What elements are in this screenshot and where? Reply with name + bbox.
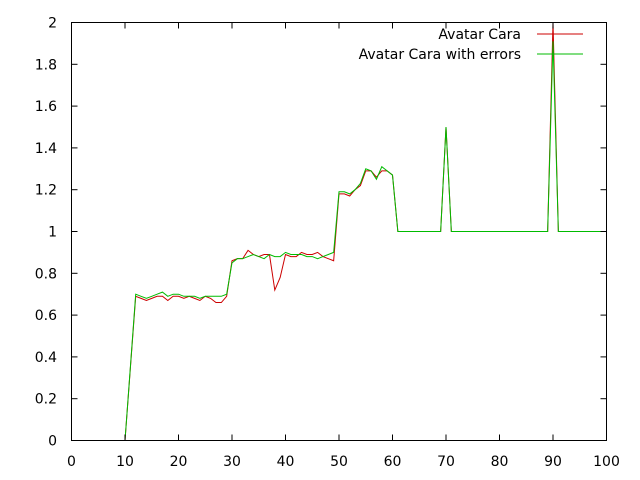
y-tick-label: 0.4 (35, 350, 57, 366)
series-layer (124, 22, 607, 441)
x-tick-label: 30 (223, 454, 241, 470)
x-tick-label: 100 (593, 454, 620, 470)
y-tick-label: 1.2 (35, 183, 57, 199)
y-tick-label: 1.8 (35, 57, 57, 73)
axis-layer: 0 10 20 30 40 50 60 70 80 90 100 0 0.2 0.4 0.6 0.8 1 1.2 1… (35, 16, 620, 471)
y-tick-label: 1.6 (35, 99, 57, 115)
x-tick-label: 20 (170, 454, 188, 470)
legend: Avatar Cara Avatar Cara with errors (359, 27, 583, 63)
x-tick-label: 10 (116, 454, 134, 470)
y-tick-label: 1 (48, 225, 57, 241)
x-tick-label: 90 (544, 454, 562, 470)
x-tick-label: 50 (330, 454, 348, 470)
x-tick-label: 0 (67, 454, 76, 470)
x-tick-label: 40 (277, 454, 295, 470)
x-tick-label: 70 (437, 454, 455, 470)
legend-label-1: Avatar Cara (438, 27, 521, 43)
y-tick-label: 0.6 (35, 308, 57, 324)
y-tick-label: 1.4 (35, 141, 57, 157)
y-tick-label: 0.2 (35, 392, 57, 408)
series-line-2 (124, 41, 607, 441)
x-tick-label: 80 (491, 454, 509, 470)
y-tick-label: 0.8 (35, 266, 57, 282)
y-tick-label: 0 (48, 434, 57, 450)
legend-label-2: Avatar Cara with errors (359, 47, 521, 63)
y-tick-label: 2 (48, 16, 57, 32)
x-tick-label: 60 (384, 454, 402, 470)
